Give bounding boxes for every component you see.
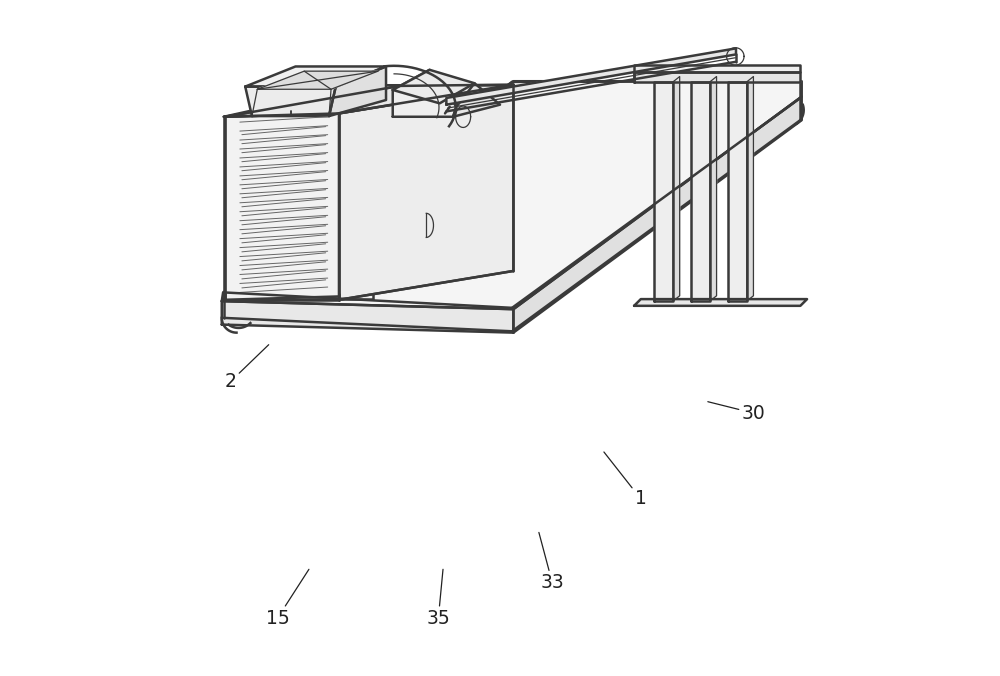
Polygon shape: [257, 71, 378, 89]
Polygon shape: [245, 87, 336, 116]
Polygon shape: [513, 97, 802, 333]
Polygon shape: [225, 114, 339, 299]
Polygon shape: [634, 299, 807, 306]
Polygon shape: [339, 84, 513, 299]
Polygon shape: [453, 83, 500, 117]
Text: 33: 33: [539, 533, 564, 592]
Text: 15: 15: [266, 569, 309, 628]
Text: 26: 26: [329, 149, 356, 204]
Polygon shape: [654, 82, 673, 301]
Polygon shape: [446, 49, 736, 105]
Polygon shape: [245, 66, 386, 87]
Polygon shape: [710, 76, 717, 301]
Polygon shape: [691, 82, 710, 301]
Polygon shape: [225, 85, 513, 117]
Text: 28: 28: [473, 142, 505, 217]
Text: 30: 30: [708, 402, 765, 422]
Text: 35: 35: [426, 569, 450, 628]
Polygon shape: [393, 70, 456, 117]
Text: 2: 2: [225, 345, 269, 391]
Polygon shape: [224, 117, 373, 299]
Polygon shape: [224, 85, 513, 117]
Polygon shape: [634, 72, 800, 82]
Polygon shape: [222, 81, 802, 309]
Polygon shape: [634, 65, 800, 72]
Polygon shape: [673, 76, 680, 301]
Polygon shape: [329, 66, 386, 116]
Polygon shape: [393, 70, 475, 103]
Text: 1: 1: [604, 452, 647, 508]
Polygon shape: [728, 82, 747, 301]
Polygon shape: [747, 76, 753, 301]
Polygon shape: [222, 301, 513, 333]
